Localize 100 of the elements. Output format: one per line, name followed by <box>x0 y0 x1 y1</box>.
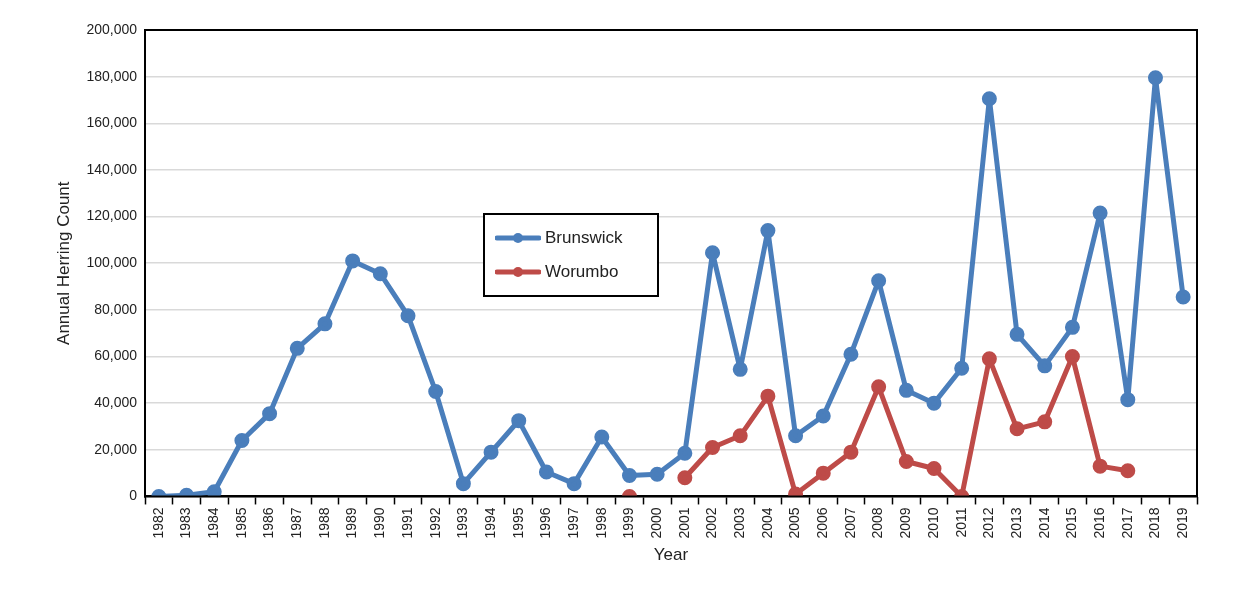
point <box>1092 458 1108 474</box>
point <box>871 379 887 395</box>
point <box>234 432 250 448</box>
x-tick-label: 1993 <box>454 507 471 539</box>
point <box>1120 392 1136 408</box>
x-tick-label: 1997 <box>564 507 581 539</box>
point <box>815 408 831 424</box>
x-tick-label: 1992 <box>426 507 443 539</box>
x-tick-label: 2018 <box>1146 507 1163 539</box>
x-tick-label: 1996 <box>537 507 554 539</box>
point <box>206 484 222 497</box>
x-tick-label: 1983 <box>177 507 194 539</box>
point <box>871 273 887 289</box>
point <box>621 467 637 483</box>
x-tick-label: 2004 <box>758 507 775 539</box>
point <box>760 223 776 239</box>
x-tick-label: 2012 <box>980 507 997 539</box>
point <box>262 406 278 422</box>
y-tick-label: 140,000 <box>86 160 138 177</box>
x-tick-label: 2011 <box>952 507 969 538</box>
x-tick-label: 1998 <box>592 507 609 539</box>
x-tick-label: 2001 <box>675 507 692 539</box>
point <box>649 466 665 482</box>
point <box>538 464 554 480</box>
y-tick-label: 160,000 <box>86 114 138 131</box>
point <box>511 413 527 429</box>
point <box>1037 414 1053 430</box>
point <box>345 253 361 269</box>
point <box>566 476 582 492</box>
y-tick-label: 80,000 <box>94 300 138 317</box>
point <box>926 395 942 411</box>
point <box>981 91 997 107</box>
y-tick-label: 180,000 <box>86 67 138 84</box>
point <box>843 444 859 460</box>
point <box>1175 289 1191 305</box>
point <box>594 429 610 445</box>
point <box>1147 70 1163 86</box>
x-tick-label: 1987 <box>288 507 305 539</box>
point <box>1009 421 1025 437</box>
x-tick-label: 1995 <box>509 507 526 539</box>
x-tick-label: 2010 <box>924 507 941 539</box>
y-tick-label: 40,000 <box>94 394 138 411</box>
point <box>677 445 693 461</box>
x-axis-title: Year <box>653 545 689 565</box>
x-tick-label: 1984 <box>205 507 222 539</box>
point <box>926 460 942 476</box>
point <box>788 428 804 444</box>
point <box>400 308 416 324</box>
x-tick-label: 2019 <box>1174 507 1191 539</box>
y-tick-label: 120,000 <box>86 207 138 224</box>
point <box>732 428 748 444</box>
x-tick-label: 2008 <box>869 507 886 539</box>
point <box>732 361 748 377</box>
y-tick-label: 0 <box>129 487 138 504</box>
point <box>843 346 859 362</box>
x-tick-label: 2002 <box>703 507 720 539</box>
y-tick-label: 100,000 <box>86 254 138 271</box>
x-tick-label: 2003 <box>731 507 748 539</box>
point <box>705 245 721 261</box>
point <box>428 384 444 399</box>
y-axis-title: Annual Herring Count <box>53 181 73 345</box>
point <box>1064 319 1080 335</box>
point <box>954 360 970 376</box>
x-tick-label: 1985 <box>232 507 249 539</box>
x-tick-label: 2014 <box>1035 507 1052 539</box>
point <box>1092 205 1108 221</box>
point <box>289 340 305 356</box>
point <box>1064 349 1080 365</box>
x-tick-label: 1994 <box>481 507 498 539</box>
x-tick-label: 2007 <box>841 507 858 539</box>
y-tick-label: 20,000 <box>94 440 138 457</box>
x-tick-label: 1986 <box>260 507 277 539</box>
x-tick-label: 2005 <box>786 507 803 539</box>
x-tick-label: 2006 <box>814 507 831 539</box>
point <box>372 266 388 282</box>
legend-label: Brunswick <box>545 228 623 248</box>
point <box>705 439 721 455</box>
x-tick-label: 2016 <box>1090 507 1107 539</box>
x-tick-label: 1999 <box>620 507 637 539</box>
x-tick-label: 1991 <box>398 507 415 539</box>
y-tick-label: 60,000 <box>94 347 138 364</box>
x-tick-label: 1990 <box>371 507 388 539</box>
point <box>483 444 499 460</box>
x-tick-label: 2000 <box>648 507 665 539</box>
x-tick-label: 2009 <box>897 507 914 539</box>
x-tick-label: 2017 <box>1118 507 1135 539</box>
legend-label: Worumbo <box>545 262 619 282</box>
point <box>317 316 333 332</box>
point <box>1009 326 1025 342</box>
x-tick-label: 1989 <box>343 507 360 539</box>
point <box>677 470 693 486</box>
point <box>815 465 831 481</box>
x-tick-label: 2013 <box>1007 507 1024 539</box>
point <box>1037 358 1053 374</box>
point <box>898 382 914 398</box>
point <box>760 388 776 404</box>
point <box>1120 463 1136 479</box>
point <box>898 453 914 469</box>
x-tick-label: 1988 <box>315 507 332 539</box>
point <box>981 351 997 367</box>
